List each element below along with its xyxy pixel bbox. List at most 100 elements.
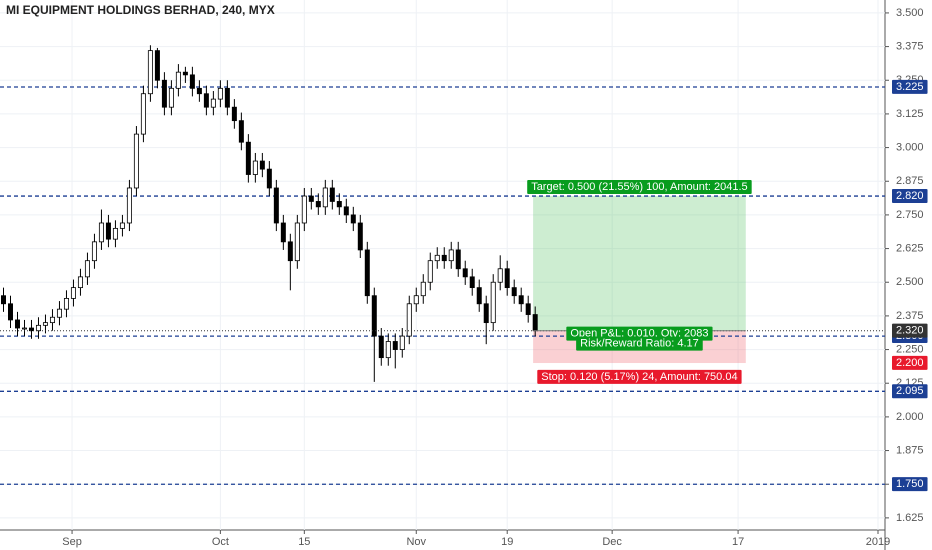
candle-body [7,303,13,321]
candle-body [476,287,482,305]
candle-body [497,268,503,283]
x-tick-label: 2019 [866,536,890,548]
candle-body [175,71,181,89]
level-label: 1.750 [896,478,924,490]
rr-label: Risk/Reward Ratio: 4.17 [580,338,699,350]
candle-body [413,295,419,305]
candle-body [434,254,440,262]
candle-body [406,303,412,337]
candle-body [196,87,202,95]
candle-body [126,187,132,224]
candle-body [252,160,258,175]
target-zone [533,196,746,331]
y-tick-label: 2.500 [896,276,924,288]
candle-body [63,297,69,310]
candle-body [385,341,391,359]
y-tick-label: 3.125 [896,108,924,120]
candle-body [238,120,244,143]
chart-title: MI EQUIPMENT HOLDINGS BERHAD, 240, MYX [6,3,275,17]
candle-body [21,327,27,330]
candle-body [182,71,188,76]
candle-body [168,87,174,108]
y-tick-label: 1.875 [896,444,924,456]
candle-body [504,268,510,289]
candle-body [371,295,377,337]
candle-body [119,222,125,229]
y-tick-label: 2.250 [896,343,924,355]
candle-body [448,249,454,262]
x-tick-label: Dec [602,536,622,548]
candle-body [77,276,83,289]
candle-body [462,268,468,278]
candle-body [455,249,461,270]
y-tick-label: 3.000 [896,141,924,153]
stop-price-label-box [892,355,928,370]
y-tick-label: 2.375 [896,310,924,322]
level-label-box [892,79,928,94]
candle-body [70,287,76,299]
candle-body [161,79,167,108]
candle-body [140,93,146,135]
last-price-label-box [892,323,928,338]
candle-body [105,222,111,240]
candle-body [378,335,384,359]
candle-body [35,324,41,332]
candle-body [133,133,139,189]
candle-body [245,141,251,175]
level-label: 2.095 [896,385,924,397]
x-tick-label: Oct [212,536,229,548]
candle-body [301,195,307,224]
y-tick-label: 3.500 [896,7,924,19]
candle-body [14,319,20,329]
candle-body [154,50,160,81]
candle-body [294,222,300,262]
candle-body [490,281,496,324]
target-label-box [527,179,752,194]
y-tick-label: 2.000 [896,411,924,423]
candle-body [217,87,223,100]
candle-body [266,168,272,189]
candle-body [203,93,209,108]
stop-price-label: 2.200 [896,357,924,369]
candle-body [231,106,237,122]
x-tick-label: Nov [406,536,426,548]
x-tick-label: 17 [732,536,744,548]
candle-body [98,222,104,243]
candle-body [329,187,335,202]
candle-body [427,260,433,283]
level-label-box [892,384,928,399]
candle-body [357,222,363,251]
candle-body [532,314,538,332]
last-price-label: 2.320 [896,325,924,337]
candle-body [336,201,342,208]
candle-body [364,249,370,297]
stop-label: Stop: 0.120 (5.17%) 24, Amount: 750.04 [541,371,737,383]
y-tick-label: 3.375 [896,40,924,52]
candle-body [210,98,216,108]
candle-body [259,160,265,170]
stop-label-box [537,369,742,384]
candle-body [28,327,34,332]
candle-body [420,281,426,297]
candle-body [273,187,279,224]
y-tick-label: 1.625 [896,512,924,524]
candle-body [350,214,356,224]
candle-body [441,254,447,262]
candle-body [322,187,328,208]
candle-body [392,341,398,350]
y-tick-label: 2.875 [896,175,924,187]
candle-body [308,195,314,202]
x-tick-label: 15 [298,536,310,548]
candle-body [84,260,90,278]
candle-body [343,206,349,216]
candle-body [518,295,524,305]
candle-body [483,303,489,324]
y-tick-label: 2.625 [896,242,924,254]
candle-body [56,308,62,318]
candle-body [399,335,405,350]
candle-body [49,316,55,324]
candle-body [315,201,321,208]
rr-label-box [576,336,703,351]
level-label-box [892,188,928,203]
